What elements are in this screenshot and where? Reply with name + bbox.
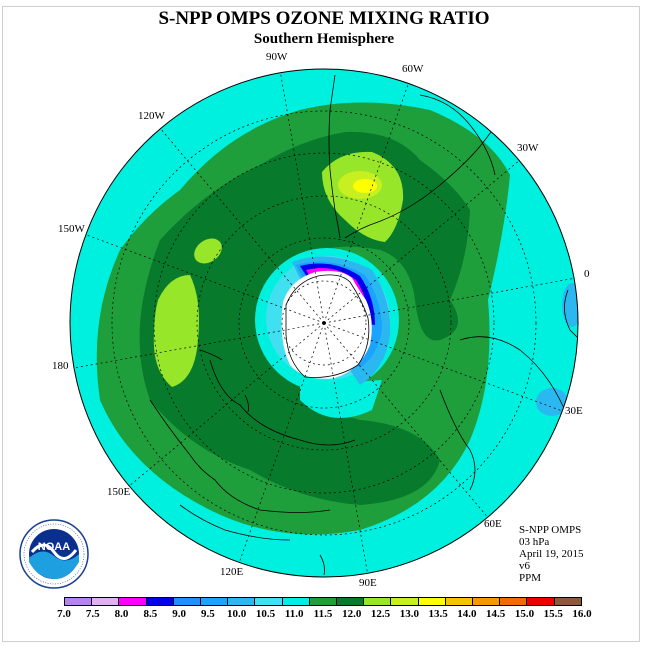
colorbar xyxy=(64,597,582,606)
contour-11-0-tongue xyxy=(300,380,382,418)
figure-frame xyxy=(2,6,640,642)
noaa-logo: NOAA xyxy=(19,519,89,589)
noaa-logo-text: NOAA xyxy=(38,541,70,553)
lon-label-30e: 30E xyxy=(565,405,583,417)
colorbar-swatch xyxy=(309,598,338,605)
colorbar-swatch xyxy=(92,598,120,605)
contour-10-5-e xyxy=(536,388,568,416)
colorbar-swatch xyxy=(473,598,501,605)
colorbar-swatch xyxy=(228,598,256,605)
colorbar-swatch xyxy=(500,598,528,605)
info-units: PPM xyxy=(519,572,542,584)
colorbar-swatch xyxy=(255,598,283,605)
colorbar-tick-label: 10.5 xyxy=(255,608,276,620)
colorbar-tick-label: 13.0 xyxy=(399,608,419,620)
colorbar-swatch xyxy=(337,598,365,605)
contour-12-5-west2 xyxy=(194,238,222,264)
map-subtitle: Southern Hemisphere xyxy=(253,31,395,47)
colorbar-swatch xyxy=(527,598,555,605)
colorbar-tick-label: 13.5 xyxy=(428,608,448,620)
lon-label-0: 0 xyxy=(584,268,590,280)
info-instrument: S-NPP OMPS xyxy=(519,524,582,536)
colorbar-swatch xyxy=(364,598,392,605)
colorbar-tick-label: 14.5 xyxy=(486,608,506,620)
colorbar-tick-label: 11.5 xyxy=(313,608,333,620)
colorbar-swatch xyxy=(418,598,446,605)
colorbar-tick-label: 8.0 xyxy=(114,608,129,620)
info-date: April 19, 2015 xyxy=(519,548,584,560)
colorbar-tick-label: 12.5 xyxy=(370,608,391,620)
colorbar-tick-label: 7.5 xyxy=(85,608,100,620)
lon-label-120w: 120W xyxy=(138,110,165,122)
colorbar-tick-label: 9.5 xyxy=(201,608,215,620)
lon-label-30w: 30W xyxy=(517,142,539,154)
info-version: v6 xyxy=(519,560,530,572)
colorbar-tick-label: 15.5 xyxy=(543,608,563,620)
map-title: S-NPP OMPS OZONE MIXING RATIO xyxy=(158,8,490,29)
lon-label-150e: 150E xyxy=(107,486,131,498)
colorbar-tick-label: 15.0 xyxy=(514,608,535,620)
colorbar-swatch xyxy=(119,598,147,605)
colorbar-swatch xyxy=(554,598,581,605)
lon-label-60e: 60E xyxy=(484,518,502,530)
colorbar-tick-label: 7.0 xyxy=(57,608,71,620)
colorbar-tick-label: 14.0 xyxy=(457,608,477,620)
colorbar-swatch xyxy=(173,598,202,605)
contour-13-5 xyxy=(353,179,377,193)
colorbar-ticks: 7.0 7.5 8.0 8.5 9.0 9.5 10.0 10.5 11.0 11.5 12.0 12… xyxy=(40,608,606,622)
lon-label-180: 180 xyxy=(52,360,69,372)
contour-10-5-e2 xyxy=(562,283,578,327)
lon-label-90e: 90E xyxy=(359,577,377,589)
colorbar-tick-label: 9.0 xyxy=(172,608,186,620)
colorbar-swatch xyxy=(445,598,474,605)
south-pole-marker xyxy=(322,321,326,325)
colorbar-tick-label: 8.5 xyxy=(143,608,158,620)
colorbar-swatch xyxy=(201,598,229,605)
colorbar-swatch xyxy=(146,598,174,605)
info-level: 03 hPa xyxy=(519,536,550,548)
coastlines xyxy=(149,74,578,576)
no-data-polar-cap xyxy=(281,270,372,379)
product-info: S-NPP OMPS 03 hPa April 19, 2015 v6 PPM xyxy=(519,524,583,584)
colorbar-swatch xyxy=(391,598,419,605)
lon-label-60w: 60W xyxy=(402,63,424,75)
colorbar-swatch xyxy=(65,598,93,605)
colorbar-tick-label: 10.0 xyxy=(227,608,247,620)
contour-12-5-west xyxy=(153,275,199,387)
lon-label-150w: 150W xyxy=(58,223,85,235)
colorbar-tick-label: 11.0 xyxy=(284,608,304,620)
lon-label-120e: 120E xyxy=(220,566,244,578)
map-boundary xyxy=(69,68,579,578)
colorbar-tick-label: 16.0 xyxy=(572,608,592,620)
lon-label-90w: 90W xyxy=(266,51,288,63)
colorbar-tick-label: 12.0 xyxy=(342,608,362,620)
colorbar-swatch xyxy=(282,598,310,605)
graticule xyxy=(73,69,577,577)
